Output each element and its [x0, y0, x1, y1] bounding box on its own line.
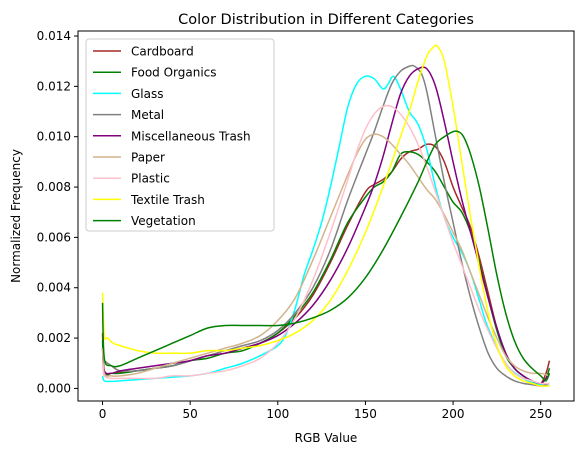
x-tick-label: 100: [266, 407, 289, 421]
x-tick-label: 150: [354, 407, 377, 421]
x-tick-label: 200: [442, 407, 465, 421]
legend-label-textile-trash: Textile Trash: [130, 193, 205, 207]
y-tick-label: 0.004: [37, 281, 71, 295]
series-line-vegetation: [101, 130, 551, 382]
legend-frame: [85, 38, 275, 232]
y-tick-label: 0.012: [37, 79, 71, 93]
x-tick-label: 250: [529, 407, 552, 421]
y-axis: 0.000 0.002 0.004 0.006 0.008 0.010 0.012 0.014: [37, 29, 78, 395]
legend-label-paper: Paper: [131, 151, 165, 165]
series-line-metal: [101, 64, 550, 387]
y-tick-label: 0.014: [37, 29, 71, 43]
series-layer: [101, 44, 551, 387]
x-axis-label: RGB Value: [295, 431, 358, 445]
series-line-textile-trash: [101, 44, 550, 387]
y-tick-label: 0.000: [37, 381, 71, 395]
legend-label-miscellaneous-trash: Miscellaneous Trash: [131, 129, 251, 143]
y-axis-label: Normalized Frequency: [9, 149, 23, 283]
plot-frame: [77, 30, 575, 402]
y-tick-label: 0.008: [37, 180, 71, 194]
x-tick-label: 50: [183, 407, 198, 421]
chart-title: Color Distribution in Different Categori…: [178, 12, 474, 28]
x-tick-label: 0: [99, 407, 107, 421]
series-line-plastic: [101, 104, 550, 385]
legend-label-food-organics: Food Organics: [131, 66, 217, 80]
y-tick-label: 0.010: [37, 130, 71, 144]
plot-area: [77, 30, 575, 402]
legend-label-cardboard: Cardboard: [131, 45, 194, 59]
legend-label-metal: Metal: [131, 108, 164, 122]
y-tick-label: 0.002: [37, 331, 71, 345]
legend-label-plastic: Plastic: [131, 172, 170, 186]
legend: Cardboard Food Organics Glass Metal Miscella…: [85, 38, 275, 232]
x-axis: 0 50 100 150 200 250: [99, 401, 552, 421]
legend-label-glass: Glass: [131, 87, 164, 101]
y-tick-label: 0.006: [37, 230, 71, 244]
legend-label-vegetation: Vegetation: [131, 214, 196, 228]
